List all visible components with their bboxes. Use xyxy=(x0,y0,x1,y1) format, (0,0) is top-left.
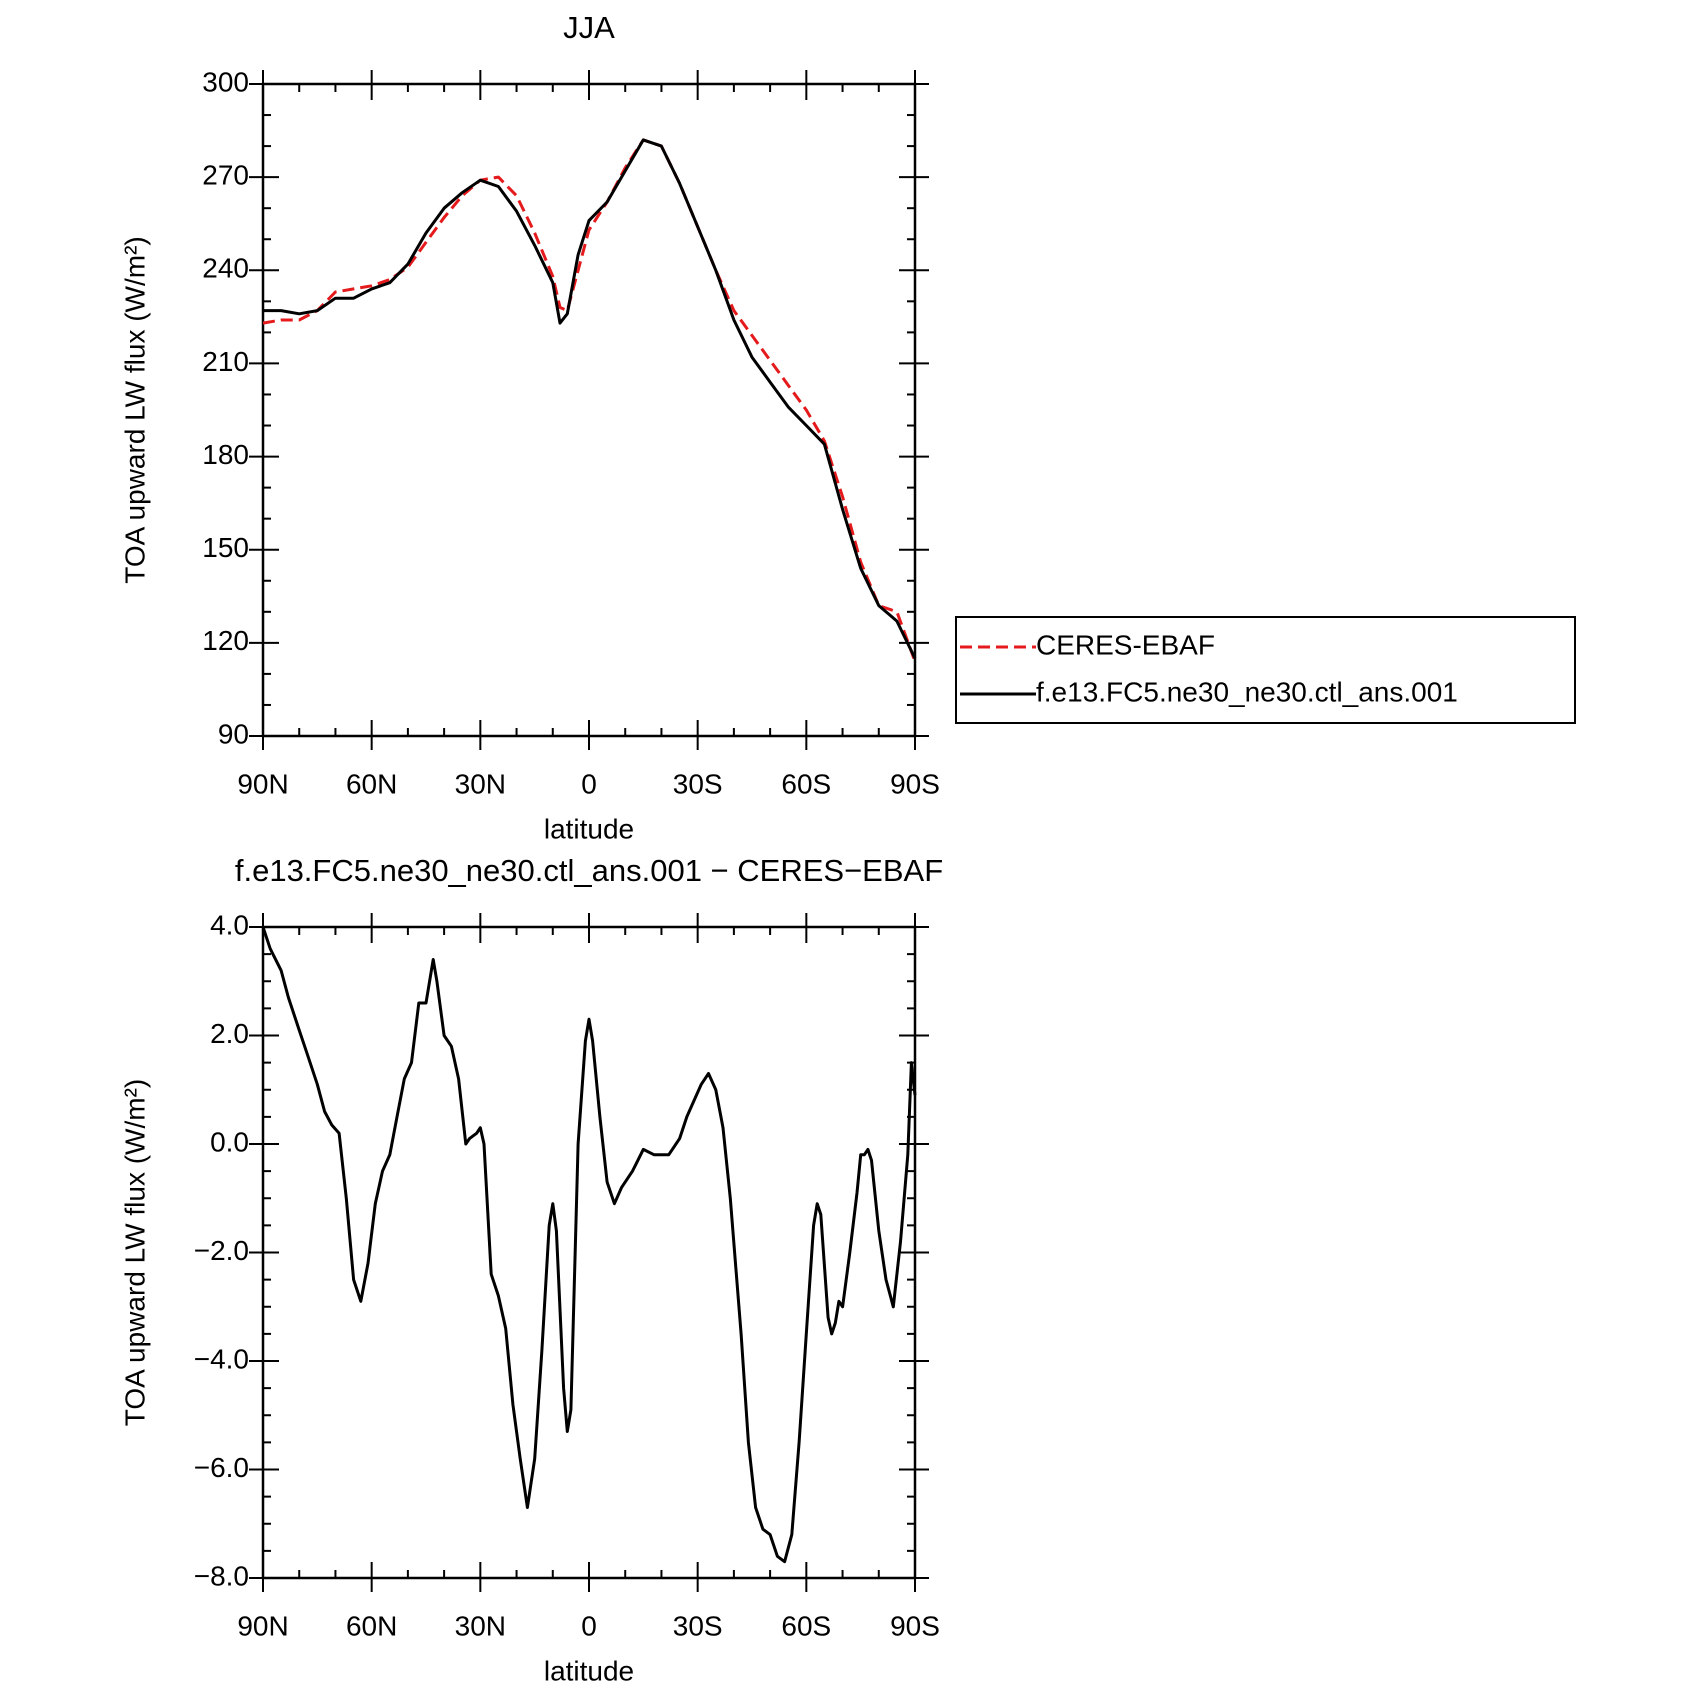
y-tick-label: −8.0 xyxy=(194,1560,249,1591)
y-tick-label: 4.0 xyxy=(210,909,249,940)
y-tick-label: 180 xyxy=(202,439,249,470)
x-axis-label: latitude xyxy=(544,1655,634,1686)
chart-title: JJA xyxy=(563,10,615,45)
x-tick-label: 60S xyxy=(781,1610,831,1641)
y-tick-label: 2.0 xyxy=(210,1018,249,1049)
x-tick-label: 90N xyxy=(237,1610,288,1641)
chart-title: f.e13.FC5.ne30_ne30.ctl_ans.001 − CERES−… xyxy=(235,853,943,888)
plot-frame xyxy=(261,925,917,1580)
y-axis-label: TOA upward LW flux (W/m²) xyxy=(119,236,150,583)
data-line xyxy=(263,138,917,660)
y-tick-label: 90 xyxy=(218,718,249,749)
x-tick-label: 30S xyxy=(673,1610,723,1641)
legend-box xyxy=(955,616,1576,724)
x-tick-label: 30N xyxy=(455,768,506,799)
x-tick-label: 0 xyxy=(581,768,597,799)
y-axis-label: TOA upward LW flux (W/m²) xyxy=(119,1079,150,1426)
x-tick-label: 30S xyxy=(673,768,723,799)
y-tick-label: 150 xyxy=(202,532,249,563)
y-tick-label: −6.0 xyxy=(194,1452,249,1483)
y-tick-label: 0.0 xyxy=(210,1126,249,1157)
y-tick-label: 300 xyxy=(202,66,249,97)
legend-label: CERES-EBAF xyxy=(1036,629,1215,660)
legend-label: f.e13.FC5.ne30_ne30.ctl_ans.001 xyxy=(1036,676,1458,707)
x-tick-label: 90N xyxy=(237,768,288,799)
x-tick-label: 60N xyxy=(346,768,397,799)
plot-frame xyxy=(261,82,917,738)
x-tick-label: 60N xyxy=(346,1610,397,1641)
y-tick-label: 240 xyxy=(202,253,249,284)
y-tick-label: 270 xyxy=(202,160,249,191)
x-tick-label: 60S xyxy=(781,768,831,799)
y-tick-label: 120 xyxy=(202,625,249,656)
x-axis-label: latitude xyxy=(544,813,634,844)
x-tick-label: 30N xyxy=(455,1610,506,1641)
x-tick-label: 90S xyxy=(890,1610,940,1641)
x-tick-label: 0 xyxy=(581,1610,597,1641)
data-line xyxy=(262,138,917,663)
x-tick-label: 90S xyxy=(890,768,940,799)
y-tick-label: −4.0 xyxy=(194,1343,249,1374)
y-tick-label: 210 xyxy=(202,346,249,377)
data-line xyxy=(261,926,917,1564)
y-tick-label: −2.0 xyxy=(194,1235,249,1266)
